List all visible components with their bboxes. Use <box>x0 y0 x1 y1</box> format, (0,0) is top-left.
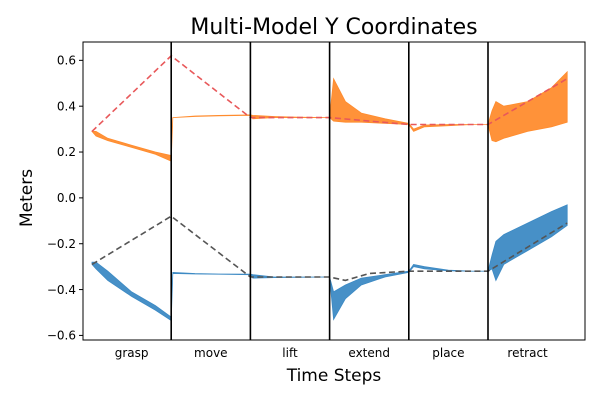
y-tick-label: 0.2 <box>57 145 76 159</box>
y-tick-label: 0.4 <box>57 99 76 113</box>
x-segment-label: lift <box>282 346 298 360</box>
plot-area <box>91 42 568 340</box>
x-segment-label: move <box>194 346 228 360</box>
y-tick-label: −0.6 <box>47 329 76 343</box>
lower-ref-series <box>91 215 568 282</box>
x-axis-label: Time Steps <box>286 366 382 386</box>
y-tick-label: −0.4 <box>47 283 76 297</box>
y-tick-label: 0.6 <box>57 54 76 68</box>
chart-title: Multi-Model Y Coordinates <box>190 15 477 40</box>
y-axis-label: Meters <box>17 169 37 227</box>
x-segment-label: retract <box>507 346 548 360</box>
x-segment-label: grasp <box>115 346 149 360</box>
y-tick-label: 0.0 <box>57 191 76 205</box>
y-axis: 0.6 0.4 0.2 0.0 −0.2 −0.4 −0.6 <box>47 54 83 343</box>
x-segment-label: place <box>432 346 464 360</box>
axes-frame <box>82 41 586 341</box>
x-axis: grasp move lift extend place retract <box>115 346 548 360</box>
y-tick-label: −0.2 <box>47 237 76 251</box>
x-segment-label: extend <box>348 346 390 360</box>
